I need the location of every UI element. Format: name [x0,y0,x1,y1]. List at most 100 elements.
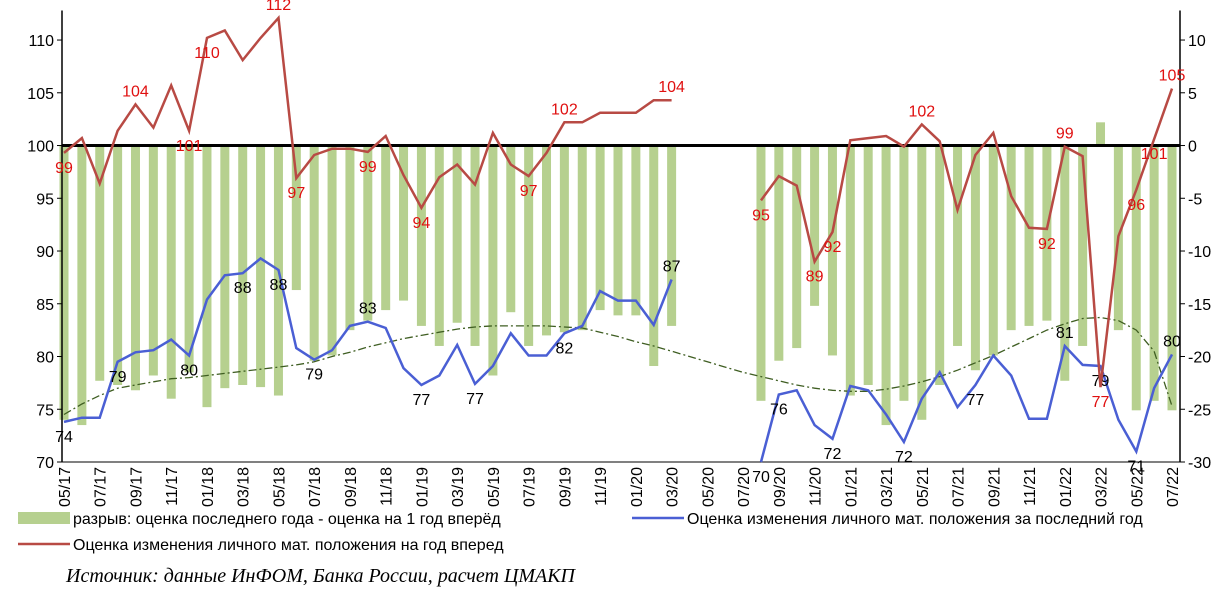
data-label: 70 [752,469,770,486]
x-tick-label: 07/19 [522,467,539,507]
bar [148,145,158,376]
x-tick-label: 01/19 [414,467,431,507]
bar [559,145,569,333]
bar [970,145,980,371]
data-label: 77 [413,392,431,409]
bar [631,145,641,316]
x-tick-label: 03/18 [236,467,253,507]
bar [95,145,105,381]
x-tick-label: 01/21 [843,467,860,507]
y2-tick-label: -20 [1188,350,1211,367]
bar [917,145,927,420]
data-label: 110 [194,45,220,62]
bar [291,145,301,291]
source-note: Источник: данные ИнФОМ, Банка России, ра… [65,565,577,587]
data-label: 87 [663,259,681,276]
data-label: 71 [1127,458,1145,475]
x-tick-label: 01/20 [629,467,646,507]
line [63,256,1174,463]
bar [345,145,355,331]
data-label: 77 [466,391,484,408]
bar [1006,145,1016,331]
data-label: 94 [413,215,431,232]
x-tick-label: 09/17 [128,467,145,507]
bar [130,145,140,391]
bar [1078,145,1088,346]
data-label: 88 [270,277,288,294]
bar [845,145,855,396]
bar [613,145,623,316]
data-label: 101 [1141,146,1168,163]
bar [935,145,945,385]
data-label: 79 [305,367,323,384]
bar [202,145,212,408]
data-label: 112 [266,0,292,14]
x-tick-label: 05/20 [700,467,717,507]
y-tick-label: 100 [27,139,54,156]
data-label: 82 [555,340,573,357]
bar [774,145,784,361]
bar [1096,122,1106,146]
y-tick-label: 85 [36,297,54,314]
bar [184,145,194,373]
x-tick-label: 01/22 [1058,467,1075,507]
bar [309,145,319,361]
bar [756,145,766,401]
bar [506,145,516,313]
data-label: 97 [287,185,305,202]
bar [953,145,963,346]
data-label: 99 [359,159,377,176]
bar [220,145,230,389]
x-tick-label: 03/22 [1094,467,1111,507]
x-tick-label: 11/18 [379,467,396,506]
y-tick-label: 110 [28,33,54,50]
x-tick-label: 03/20 [665,467,682,507]
x-tick-label: 01/18 [200,467,217,507]
line [63,14,1174,388]
data-label: 88 [234,280,252,297]
data-label: 104 [658,79,685,96]
y2-tick-label: -5 [1188,191,1202,208]
bar [524,145,534,346]
bar [113,145,123,385]
y2-tick-label: 0 [1188,139,1197,156]
y2-tick-label: 10 [1188,33,1206,50]
x-tick-label: 07/18 [307,467,324,507]
x-tick-label: 05/21 [915,467,932,507]
data-label: 77 [967,392,985,409]
bar [667,145,677,326]
data-label: 80 [1163,333,1181,350]
y-tick-label: 90 [36,244,54,261]
x-tick-label: 09/21 [986,467,1003,507]
data-label: 102 [551,101,578,118]
x-tick-label: 11/17 [164,467,181,506]
legend-swatch [18,512,70,524]
bar [59,145,69,420]
x-tick-label: 11/19 [593,467,610,506]
data-label: 92 [824,239,842,256]
x-tick-label: 05/18 [271,467,288,507]
bar [827,145,837,356]
bar [595,145,605,311]
data-label: 99 [55,160,73,177]
trend-line [63,316,1173,416]
y2-tick-label: -15 [1188,297,1211,314]
bar [470,145,480,346]
bar [166,145,176,399]
data-label: 79 [109,369,127,386]
data-label: 92 [1038,236,1056,253]
bar [363,145,373,321]
x-tick-label: 07/20 [736,467,753,507]
data-label: 101 [176,138,203,155]
bar [577,145,587,331]
data-label: 72 [824,446,842,463]
x-tick-label: 11/20 [808,467,825,506]
x-tick-label: 07/22 [1165,467,1182,507]
data-label: 72 [895,449,913,466]
legend-label: Оценка изменения личного мат. положения … [687,511,1143,528]
data-label: 95 [752,207,770,224]
bar [881,145,891,426]
bar [1042,145,1052,321]
x-tick-label: 09/20 [772,467,789,507]
data-label: 99 [1056,126,1074,143]
